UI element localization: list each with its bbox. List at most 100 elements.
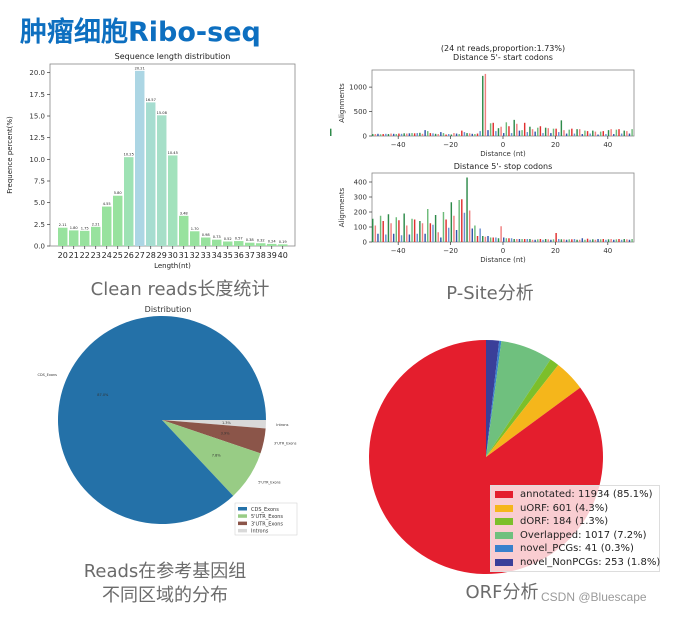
svg-text:38: 38 [256, 251, 266, 260]
svg-text:Distance (nt): Distance (nt) [480, 150, 526, 157]
svg-text:Frequence percent(%): Frequence percent(%) [6, 116, 14, 194]
bar [124, 157, 134, 246]
psite-stop-codon-chart: Distance 5'- stop codons0100200300400−40… [338, 162, 635, 264]
svg-text:1.75: 1.75 [81, 226, 89, 230]
svg-text:−20: −20 [443, 141, 458, 149]
svg-text:(24 nt reads,proportion:1.73%): (24 nt reads,proportion:1.73%) [441, 44, 565, 53]
svg-text:0.57: 0.57 [235, 237, 243, 241]
legend-label: annotated: 11934 (85.1%) [520, 489, 653, 501]
bar [58, 227, 68, 246]
svg-text:5.0: 5.0 [34, 199, 45, 207]
svg-text:CDS_Exons: CDS_Exons [38, 373, 58, 377]
svg-text:15.08: 15.08 [157, 111, 168, 115]
bar [245, 242, 255, 246]
svg-text:7.8%: 7.8% [212, 453, 222, 457]
legend-item: Overlapped: 1017 (7.2%) [495, 529, 655, 543]
svg-text:12.5: 12.5 [29, 134, 45, 142]
pie-slice [162, 420, 261, 496]
bar [212, 239, 222, 246]
svg-text:100: 100 [354, 224, 367, 232]
svg-text:Introns: Introns [276, 423, 288, 427]
svg-text:87.0%: 87.0% [97, 393, 109, 397]
svg-text:Alignments: Alignments [338, 83, 346, 123]
svg-text:35: 35 [223, 251, 233, 260]
svg-text:7.5: 7.5 [34, 178, 45, 186]
svg-text:−20: −20 [443, 247, 458, 255]
svg-text:28: 28 [146, 251, 156, 260]
svg-text:500: 500 [354, 108, 367, 116]
svg-text:20.0: 20.0 [29, 69, 45, 77]
legend-label: Overlapped: 1017 (7.2%) [520, 529, 647, 541]
svg-text:40: 40 [603, 141, 612, 149]
legend-label: uORF: 601 (4.3%) [520, 502, 609, 514]
svg-text:20: 20 [551, 141, 560, 149]
svg-text:23: 23 [91, 251, 101, 260]
svg-text:1.3%: 1.3% [222, 421, 232, 425]
bar [69, 230, 79, 246]
svg-text:1.70: 1.70 [191, 227, 200, 231]
caption-distribution-1: Reads在参考基因组 [83, 561, 247, 582]
legend-label: novel_NonPCGs: 253 (1.8%) [520, 556, 661, 568]
legend-swatch [495, 491, 513, 499]
svg-text:21: 21 [69, 251, 79, 260]
svg-text:29: 29 [157, 251, 167, 260]
legend-swatch [495, 518, 513, 526]
svg-text:5'UTR_Exons: 5'UTR_Exons [251, 514, 283, 520]
pie-slice [162, 420, 266, 454]
svg-text:31: 31 [179, 251, 189, 260]
caption-length: Clean reads长度统计 [90, 279, 270, 300]
svg-text:0: 0 [501, 141, 505, 149]
svg-text:22: 22 [80, 251, 90, 260]
svg-text:−40: −40 [391, 247, 406, 255]
svg-text:1.80: 1.80 [70, 226, 79, 230]
svg-text:Alignments: Alignments [338, 187, 346, 227]
bar [135, 70, 145, 246]
svg-text:3'UTR_Exons: 3'UTR_Exons [251, 521, 283, 527]
bar [179, 215, 189, 246]
svg-text:25: 25 [113, 251, 123, 260]
legend-item: novel_PCGs: 41 (0.3%) [495, 542, 655, 556]
bar [223, 241, 233, 246]
svg-text:36: 36 [234, 251, 244, 260]
length-distribution-chart: Sequence length distribution 0.0 2.5 5.0 7.5… [6, 52, 296, 270]
legend-swatch [495, 531, 513, 539]
psite-start-codon-chart: (24 nt reads,proportion:1.73%)Distance 5… [330, 44, 635, 157]
legend-item: annotated: 11934 (85.1%) [495, 488, 655, 502]
svg-text:39: 39 [267, 251, 277, 260]
svg-text:40: 40 [278, 251, 288, 260]
svg-text:37: 37 [245, 251, 255, 260]
svg-text:2.5: 2.5 [34, 221, 45, 229]
svg-text:5.80: 5.80 [114, 191, 123, 195]
pie-slice [486, 359, 559, 457]
legend-swatch [495, 545, 513, 553]
orf-legend: annotated: 11934 (85.1%) uORF: 601 (4.3%)… [490, 485, 660, 572]
genomic-distribution-pie: Distribution 1.3% Introns 3.9% 3'UTR_Exons 7.… [38, 305, 298, 536]
bar [80, 230, 90, 246]
svg-text:CDS_Exons: CDS_Exons [251, 507, 279, 513]
bar [234, 241, 244, 246]
svg-text:15.0: 15.0 [29, 113, 45, 121]
svg-text:200: 200 [354, 209, 367, 217]
pie-slice [486, 340, 500, 457]
svg-text:24: 24 [102, 251, 112, 260]
svg-text:0.0: 0.0 [34, 243, 45, 251]
svg-text:2.21: 2.21 [92, 222, 100, 226]
bar [278, 244, 288, 246]
bar [190, 231, 200, 246]
legend-label: novel_PCGs: 41 (0.3%) [520, 543, 634, 555]
svg-text:16.57: 16.57 [146, 98, 156, 102]
bar [91, 226, 101, 246]
svg-text:17.5: 17.5 [29, 91, 45, 99]
svg-text:20: 20 [58, 251, 68, 260]
svg-text:Length(nt): Length(nt) [154, 262, 191, 270]
bar [157, 115, 167, 246]
svg-text:10.25: 10.25 [124, 153, 134, 157]
svg-text:3'UTR_Exons: 3'UTR_Exons [274, 442, 297, 446]
bar [113, 195, 123, 246]
svg-text:33: 33 [201, 251, 211, 260]
pie-slice [486, 340, 502, 457]
svg-text:20.21: 20.21 [135, 66, 145, 70]
bar [146, 102, 156, 246]
pie-slice [486, 365, 581, 457]
svg-text:10.45: 10.45 [168, 151, 178, 155]
